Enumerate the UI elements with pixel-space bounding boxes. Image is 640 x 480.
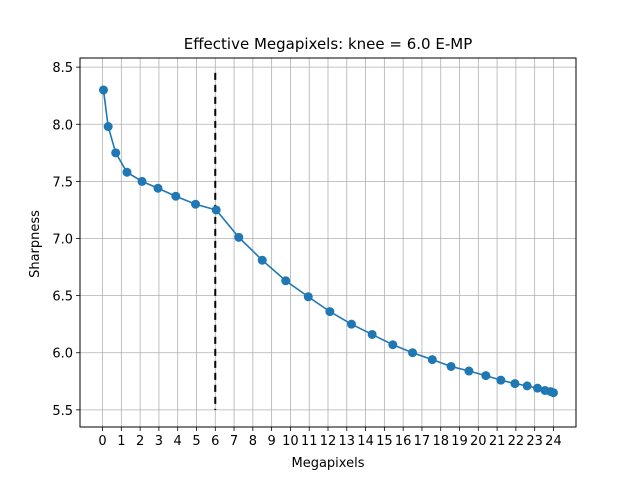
x-tick-label: 2 <box>136 434 144 449</box>
data-point <box>191 199 201 209</box>
x-tick-label: 14 <box>357 434 374 449</box>
x-tick-label: 20 <box>470 434 487 449</box>
x-axis-label: Megapixels <box>292 456 365 471</box>
data-point <box>522 381 532 391</box>
series-layer <box>98 85 558 398</box>
data-point <box>303 292 313 302</box>
y-tick-label: 6.0 <box>52 347 73 362</box>
x-tick-label: 24 <box>545 434 562 449</box>
data-point <box>346 319 356 329</box>
x-tick-label: 4 <box>174 434 182 449</box>
x-tick-label: 7 <box>230 434 238 449</box>
x-tick-label: 15 <box>376 434 393 449</box>
y-tick-label: 7.5 <box>52 175 73 190</box>
x-tick-label: 0 <box>98 434 106 449</box>
data-point <box>464 366 474 376</box>
x-tick-label: 19 <box>451 434 468 449</box>
x-tick-label: 17 <box>414 434 431 449</box>
data-point <box>446 361 456 371</box>
x-tick-label: 18 <box>432 434 449 449</box>
data-point <box>548 388 558 398</box>
x-tick-label: 6 <box>211 434 219 449</box>
data-point <box>122 167 132 177</box>
x-tick-label: 13 <box>339 434 356 449</box>
data-point <box>111 148 121 158</box>
x-tick-label: 1 <box>117 434 125 449</box>
data-point <box>388 340 398 350</box>
data-point <box>171 191 181 201</box>
x-tick-label: 16 <box>395 434 412 449</box>
data-point <box>98 85 108 95</box>
y-axis-label: Sharpness <box>28 210 43 278</box>
data-point <box>532 383 542 393</box>
data-point <box>510 379 520 389</box>
data-point <box>234 232 244 242</box>
data-point <box>103 122 113 132</box>
x-tick-label: 23 <box>526 434 543 449</box>
grid-lines <box>80 58 576 427</box>
y-tick-label: 5.5 <box>52 404 73 419</box>
y-tick-label: 6.5 <box>52 290 73 305</box>
y-tick-label: 7.0 <box>52 233 73 248</box>
x-tick-label: 3 <box>155 434 163 449</box>
y-tick-label: 8.0 <box>52 118 73 133</box>
chart-title: Effective Megapixels: knee = 6.0 E-MP <box>184 35 473 53</box>
x-tick-label: 8 <box>249 434 257 449</box>
data-point <box>257 255 267 265</box>
data-point <box>408 348 418 358</box>
x-tick-label: 5 <box>192 434 200 449</box>
y-tick-label: 8.5 <box>52 61 73 76</box>
x-tick-label: 21 <box>489 434 506 449</box>
x-tick-label: 11 <box>301 434 318 449</box>
data-point <box>427 355 437 365</box>
data-point <box>325 307 335 317</box>
x-tick-label: 9 <box>267 434 275 449</box>
axis-ticks: 0 1 2 3 4 5 6 7 8 9 10 11 12 13 14 15 16 17 18 19 20 21 22 23 24… <box>52 61 561 449</box>
x-tick-label: 22 <box>508 434 525 449</box>
data-point <box>496 375 506 385</box>
data-point <box>211 205 221 215</box>
data-point <box>281 276 291 286</box>
x-tick-label: 10 <box>282 434 299 449</box>
data-point <box>153 183 163 193</box>
data-point <box>367 329 377 339</box>
x-tick-label: 12 <box>320 434 337 449</box>
data-point <box>137 176 147 186</box>
data-point <box>481 371 491 381</box>
